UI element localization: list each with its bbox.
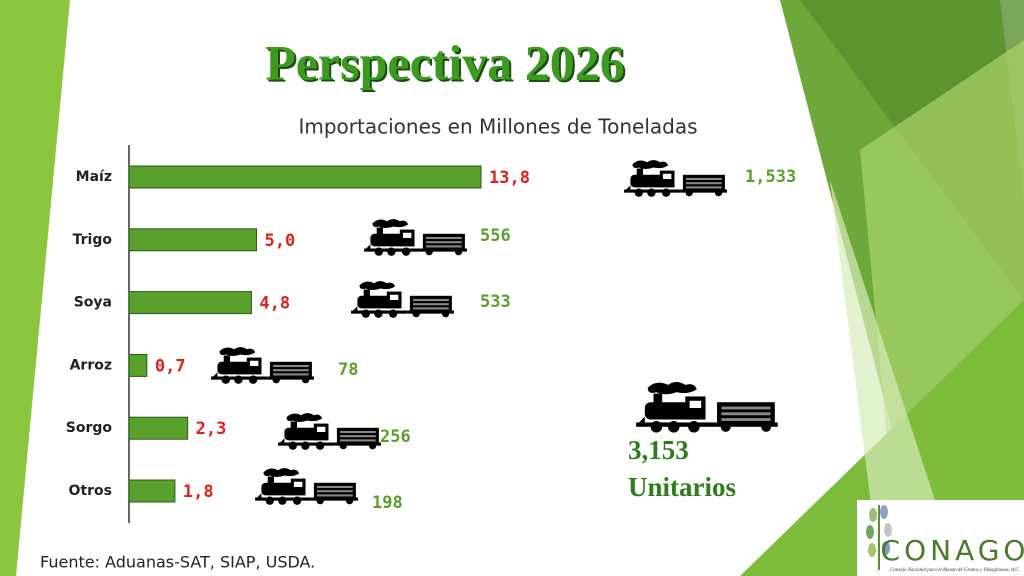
category-label: Sorgo — [66, 420, 113, 436]
logo-tagline: Consejo Nacional para el Abasto de Grano… — [890, 568, 1020, 573]
category-label: Arroz — [70, 357, 112, 373]
train-count: 198 — [372, 493, 403, 513]
logo-emblem — [866, 505, 892, 570]
category-label: Maíz — [76, 169, 112, 185]
value-label: 1,8 — [183, 482, 214, 502]
category-label: Trigo — [73, 232, 113, 248]
bar — [128, 353, 148, 377]
train-count: 78 — [338, 360, 358, 380]
chart-title: Perspectiva 2026 — [265, 34, 625, 90]
chart-subtitle: Importaciones en Millones de Toneladas — [298, 115, 697, 139]
bar — [128, 479, 176, 503]
logo-name: CONAGO — [881, 534, 1024, 567]
bar — [128, 291, 252, 315]
bar — [128, 416, 189, 440]
right-decoration — [830, 180, 960, 576]
bar — [128, 165, 482, 189]
category-label: Soya — [74, 295, 112, 311]
value-label: 2,3 — [196, 419, 227, 439]
train-count: 533 — [480, 292, 511, 312]
title-shadow: Perspectiva 2026 — [267, 36, 627, 92]
left-decoration — [0, 0, 70, 576]
category-label: Otros — [69, 483, 112, 499]
train-count: 1,533 — [745, 167, 796, 187]
value-label: 0,7 — [155, 356, 186, 376]
source: Fuente: Aduanas-SAT, SIAP, USDA. — [40, 553, 315, 572]
value-label: 13,8 — [489, 168, 530, 188]
bar — [128, 228, 258, 252]
value-label: 5,0 — [265, 231, 296, 251]
total-count: 3,153 — [628, 435, 689, 465]
train-count: 256 — [380, 427, 411, 447]
total-unit: Unitarios — [628, 472, 736, 502]
value-label: 4,8 — [259, 294, 290, 314]
train-count: 556 — [480, 226, 511, 246]
